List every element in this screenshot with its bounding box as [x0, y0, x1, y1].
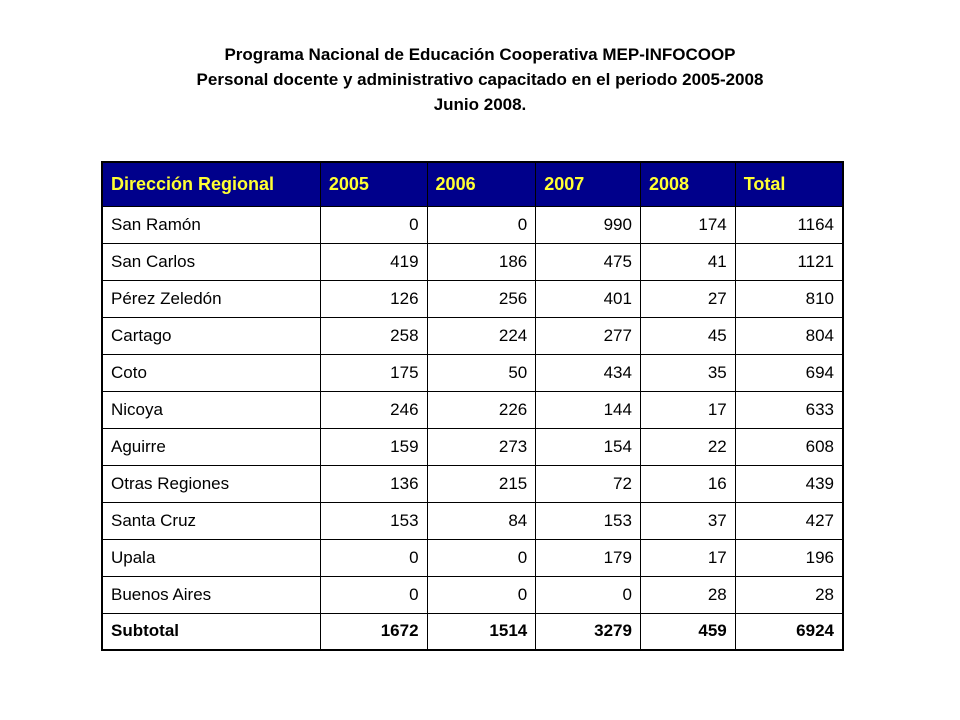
cell-2007: 475 [535, 242, 641, 281]
cell-region: San Carlos [101, 242, 321, 281]
header-direccion-regional: Dirección Regional [101, 161, 321, 207]
cell-2007: 277 [535, 316, 641, 355]
cell-2008: 37 [639, 501, 736, 540]
cell-2008: 17 [639, 390, 736, 429]
cell-2005: 0 [319, 538, 428, 577]
cell-2008: 41 [639, 242, 736, 281]
table-row: Upala 0 0 179 17 196 [101, 538, 844, 577]
header-2006: 2006 [426, 161, 537, 207]
cell-total: 427 [734, 501, 844, 540]
cell-2005: 419 [319, 242, 428, 281]
cell-2007: 0 [535, 575, 641, 614]
table-row: Aguirre 159 273 154 22 608 [101, 427, 844, 466]
cell-region: Coto [101, 353, 321, 392]
table-row: Cartago 258 224 277 45 804 [101, 316, 844, 355]
cell-region: Buenos Aires [101, 575, 321, 614]
title-line-3: Junio 2008. [433, 95, 527, 114]
subtotal-label: Subtotal [101, 612, 321, 651]
title-line-1: Programa Nacional de Educación Cooperati… [224, 45, 736, 64]
cell-total: 439 [734, 464, 844, 503]
cell-2007: 153 [535, 501, 641, 540]
cell-total: 633 [734, 390, 844, 429]
table-header-row: Dirección Regional 2005 2006 2007 2008 T… [101, 161, 844, 207]
cell-2006: 215 [426, 464, 537, 503]
cell-region: Nicoya [101, 390, 321, 429]
cell-region: Santa Cruz [101, 501, 321, 540]
header-total: Total [734, 161, 844, 207]
cell-2008: 16 [639, 464, 736, 503]
cell-2006: 224 [426, 316, 537, 355]
cell-2006: 273 [426, 427, 537, 466]
cell-2007: 990 [535, 205, 641, 244]
cell-region: Upala [101, 538, 321, 577]
cell-2006: 0 [426, 538, 537, 577]
cell-total: 1121 [734, 242, 844, 281]
cell-region: Cartago [101, 316, 321, 355]
table-row: Pérez Zeledón 126 256 401 27 810 [101, 279, 844, 318]
cell-2007: 434 [535, 353, 641, 392]
subtotal-total: 6924 [734, 612, 844, 651]
title-line-2: Personal docente y administrativo capaci… [196, 70, 764, 89]
cell-2006: 0 [426, 205, 537, 244]
cell-region: Aguirre [101, 427, 321, 466]
subtotal-2005: 1672 [319, 612, 428, 651]
cell-2005: 153 [319, 501, 428, 540]
table-row: Santa Cruz 153 84 153 37 427 [101, 501, 844, 540]
cell-2006: 0 [426, 575, 537, 614]
cell-2007: 401 [535, 279, 641, 318]
cell-2007: 72 [535, 464, 641, 503]
cell-total: 608 [734, 427, 844, 466]
subtotal-2006: 1514 [426, 612, 537, 651]
cell-total: 196 [734, 538, 844, 577]
header-2007: 2007 [535, 161, 641, 207]
cell-2005: 126 [319, 279, 428, 318]
cell-2008: 28 [639, 575, 736, 614]
document-title: Programa Nacional de Educación Cooperati… [0, 42, 960, 117]
cell-2005: 175 [319, 353, 428, 392]
cell-2006: 256 [426, 279, 537, 318]
cell-2005: 258 [319, 316, 428, 355]
cell-2008: 45 [639, 316, 736, 355]
subtotal-2007: 3279 [535, 612, 641, 651]
header-2005: 2005 [319, 161, 428, 207]
cell-2008: 17 [639, 538, 736, 577]
cell-total: 28 [734, 575, 844, 614]
cell-2005: 159 [319, 427, 428, 466]
cell-total: 804 [734, 316, 844, 355]
table-row: Otras Regiones 136 215 72 16 439 [101, 464, 844, 503]
training-table: Dirección Regional 2005 2006 2007 2008 T… [101, 161, 844, 651]
cell-2008: 35 [639, 353, 736, 392]
cell-2005: 0 [319, 205, 428, 244]
cell-2007: 144 [535, 390, 641, 429]
cell-total: 694 [734, 353, 844, 392]
table-row: Coto 175 50 434 35 694 [101, 353, 844, 392]
cell-2007: 179 [535, 538, 641, 577]
cell-2006: 226 [426, 390, 537, 429]
cell-region: San Ramón [101, 205, 321, 244]
cell-2005: 246 [319, 390, 428, 429]
cell-2006: 186 [426, 242, 537, 281]
cell-2008: 174 [639, 205, 736, 244]
cell-total: 810 [734, 279, 844, 318]
cell-2005: 0 [319, 575, 428, 614]
cell-total: 1164 [734, 205, 844, 244]
table-row: San Carlos 419 186 475 41 1121 [101, 242, 844, 281]
table-row: San Ramón 0 0 990 174 1164 [101, 205, 844, 244]
cell-region: Pérez Zeledón [101, 279, 321, 318]
cell-region: Otras Regiones [101, 464, 321, 503]
table-row: Buenos Aires 0 0 0 28 28 [101, 575, 844, 614]
cell-2007: 154 [535, 427, 641, 466]
subtotal-row: Subtotal 1672 1514 3279 459 6924 [101, 612, 844, 651]
subtotal-2008: 459 [639, 612, 736, 651]
cell-2008: 22 [639, 427, 736, 466]
cell-2006: 84 [426, 501, 537, 540]
cell-2005: 136 [319, 464, 428, 503]
cell-2006: 50 [426, 353, 537, 392]
table-row: Nicoya 246 226 144 17 633 [101, 390, 844, 429]
header-2008: 2008 [639, 161, 736, 207]
cell-2008: 27 [639, 279, 736, 318]
